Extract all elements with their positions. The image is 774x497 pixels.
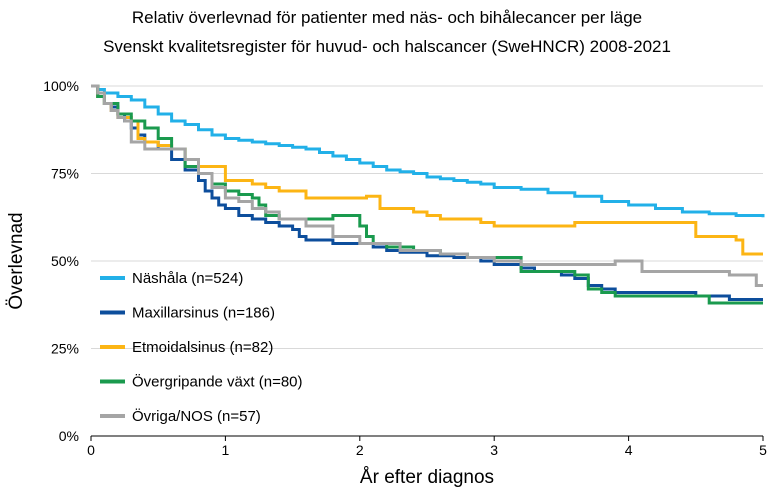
chart-title: Relativ överlevnad för patienter med näs… bbox=[131, 8, 643, 27]
legend-label-1: Näshåla (n=524) bbox=[132, 270, 243, 287]
x-tick-label: 0 bbox=[87, 442, 95, 458]
chart-subtitle: Svenskt kvalitetsregister för huvud- och… bbox=[103, 37, 671, 56]
y-axis-label: Överlevnad bbox=[6, 212, 27, 309]
legend-label-3: Etmoidalsinus (n=82) bbox=[132, 339, 273, 356]
legend-label-5: Övriga/NOS (n=57) bbox=[132, 407, 261, 425]
x-tick-label: 3 bbox=[490, 442, 498, 458]
x-tick-label: 1 bbox=[222, 442, 230, 458]
x-tick-label: 4 bbox=[625, 442, 633, 458]
y-tick-label: 100% bbox=[43, 78, 79, 94]
x-tick-label: 2 bbox=[356, 442, 364, 458]
y-tick-label: 25% bbox=[51, 341, 79, 357]
y-tick-label: 50% bbox=[51, 253, 79, 269]
legend-label-4: Övergripande växt (n=80) bbox=[132, 373, 303, 391]
series-line-4 bbox=[91, 84, 763, 305]
legend-label-2: Maxillarsinus (n=186) bbox=[132, 305, 275, 322]
series-line-5 bbox=[91, 84, 763, 287]
y-tick-label: 75% bbox=[51, 166, 79, 182]
y-tick-label: 0% bbox=[59, 428, 79, 444]
series-line-2 bbox=[91, 84, 763, 301]
series-line-1 bbox=[91, 84, 765, 218]
x-tick-label: 5 bbox=[759, 442, 767, 458]
x-axis-label: År efter diagnos bbox=[360, 467, 494, 488]
